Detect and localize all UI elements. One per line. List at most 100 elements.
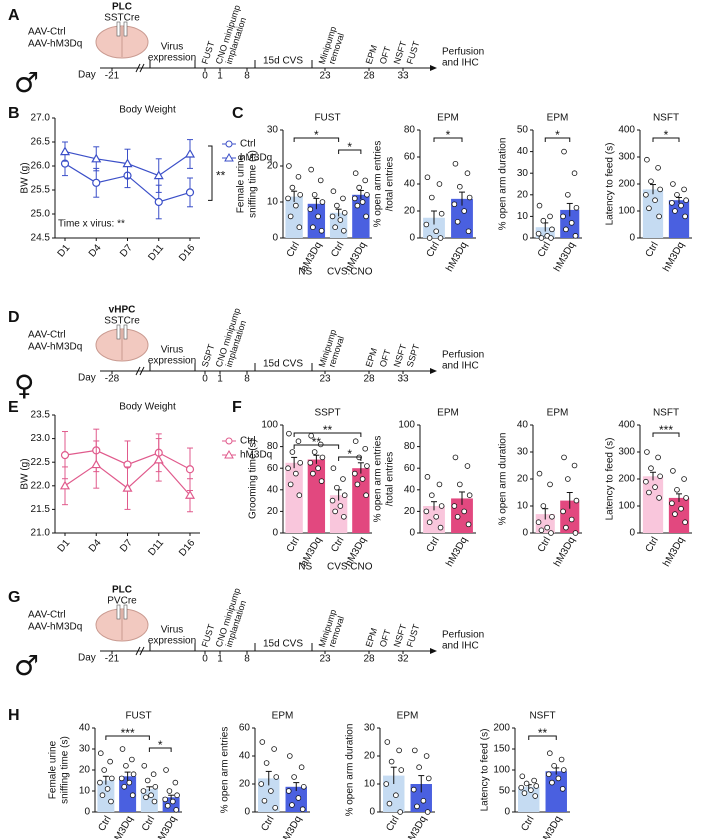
data-point [519,773,526,780]
data-point [555,775,562,782]
data-point [426,519,433,525]
timeline-arrow [430,65,437,71]
x-tick-label: hM3Dq [444,240,470,273]
y-tick-label: 10 [267,197,279,208]
data-point [330,465,337,472]
y-tick-label: 40 [267,484,279,495]
data-point [678,505,684,512]
phase-label: Perfusion [442,350,484,361]
data-point [364,192,370,198]
panel-label: A [8,7,20,24]
x-tick-label: Ctrl [329,240,346,259]
data-point [536,202,543,209]
legend-label: Ctrl [240,436,256,447]
data-point [329,497,336,504]
cannula [123,604,128,620]
day-tick-label: 1 [217,374,223,385]
data-point [425,775,432,782]
sex-symbol: ♂ [14,66,39,99]
y-tick-label: 21.5 [31,504,51,515]
data-point [393,792,399,798]
data-point [548,235,554,241]
y-tick-label: 40 [79,723,91,734]
data-point [412,747,418,754]
y-tick-label: 40 [239,751,251,762]
cre-label: SSTCre [104,13,140,24]
significance-bracket [208,145,213,201]
y-tick-label: 100 [398,420,415,431]
x-tick-label: D7 [118,242,135,259]
phase-label: and IHC [442,641,479,652]
data-point [259,739,266,745]
data-point [340,195,346,202]
data-point [646,205,652,212]
marker [59,480,71,490]
y-tick-label: 400 [618,420,635,431]
data-point [285,465,291,472]
bar [642,476,664,533]
timeline-arrow [430,368,437,374]
data-point [397,809,403,815]
data-point [295,795,302,801]
y-tick-label: 23.5 [31,410,51,421]
x-tick-label: Ctrl [259,814,276,833]
data-point [287,213,294,220]
phase-label: Virus [161,625,184,636]
data-point [273,774,280,780]
data-point [465,521,472,528]
y-tick-label: 20 [517,189,529,200]
data-point [438,503,445,509]
data-point [559,786,566,792]
data-point [362,445,369,452]
data-point [359,199,366,205]
data-point [107,758,113,765]
data-point [97,779,103,786]
x-tick-label: D7 [118,537,135,554]
break-mark [135,646,141,656]
data-point [297,192,303,198]
x-tick-label: Ctrl [285,240,302,259]
break-mark [139,63,145,73]
phase-label: Virus [161,345,184,356]
data-point [258,781,265,787]
data-point [263,760,270,766]
data-point [568,220,575,226]
x-tick-label: Ctrl [329,535,346,554]
data-point [643,478,649,485]
data-point [140,788,147,794]
data-point [644,156,650,163]
significance-label: *** [121,726,135,740]
chart-title: NSFT [653,408,679,419]
data-point [287,481,294,488]
phase-label: 15d CVS [263,359,303,370]
y-tick-label: 100 [618,501,635,512]
data-point [670,468,676,474]
y-axis-label: % open arm entries [220,727,231,814]
day-tick-label: 8 [244,654,250,665]
x-tick-label: D16 [177,537,198,558]
data-point [337,217,344,223]
y-tick-label: 50 [517,125,529,136]
marker [153,170,164,180]
data-point [108,798,114,805]
y-tick-label: 0 [272,233,278,244]
data-point [332,508,338,515]
y-tick-label: 0 [369,807,375,818]
marker [60,451,70,460]
y-tick-label: 10 [517,211,529,222]
data-point [533,783,540,789]
day-tick-label: 23 [319,654,331,665]
y-tick-label: 27.0 [31,113,51,124]
y-axis-label: % open arm duration [498,433,509,526]
region-label: PLC [112,2,132,13]
data-point [384,739,391,745]
data-point [318,228,325,234]
data-point [681,186,687,193]
data-point [657,186,663,193]
y-tick-label: 40 [404,484,416,495]
data-point [151,798,158,805]
y-tick-label: 200 [493,723,510,734]
bar [329,495,348,533]
data-point [683,495,689,501]
sex-symbol: ♀ [14,369,35,402]
